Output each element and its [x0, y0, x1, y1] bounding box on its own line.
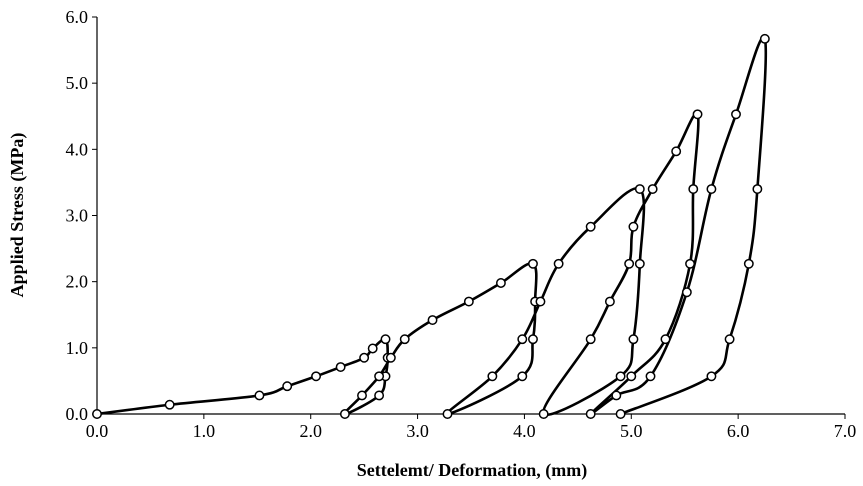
data-point-marker [724, 334, 735, 345]
axes-group: 0.0 1.0 2.0 3.0 4.0 5.0 6.0 7.0 0.0 1.0 2.0 3.0 4.0 5… [66, 7, 857, 441]
data-point-marker [628, 221, 639, 232]
data-point-marker [626, 371, 637, 382]
x-tick-label: 0.0 [86, 421, 109, 441]
data-point-marker [645, 371, 656, 382]
data-point-marker [517, 334, 528, 345]
data-point-marker [311, 371, 322, 382]
data-point-marker [357, 390, 367, 401]
data-point-marker [731, 109, 741, 120]
data-point-marker [339, 409, 350, 419]
data-point-marker [634, 258, 645, 269]
x-tick-label: 2.0 [299, 421, 322, 441]
data-point-marker [164, 399, 175, 410]
data-point-marker [442, 409, 453, 419]
data-point-marker [604, 296, 615, 307]
data-point-marker [463, 296, 474, 307]
x-axis-title: Settelemt/ Deformation, (mm) [357, 460, 587, 481]
data-point-marker [634, 184, 645, 194]
data-point-marker [385, 352, 396, 363]
y-tick-label: 1.0 [66, 338, 89, 358]
data-point-marker [706, 184, 717, 194]
data-point-marker [585, 409, 596, 419]
data-point-marker [359, 352, 370, 363]
x-tick-label: 4.0 [513, 421, 536, 441]
data-point-marker [380, 334, 391, 345]
data-point-marker [335, 362, 346, 372]
x-tick-label: 7.0 [834, 421, 857, 441]
y-tick-label: 5.0 [66, 73, 89, 93]
data-point-marker [660, 334, 671, 345]
data-point-marker [615, 371, 626, 382]
data-point-marker [624, 258, 635, 269]
data-point-marker [647, 184, 658, 194]
data-point-marker [538, 409, 549, 419]
data-point-marker [254, 390, 265, 401]
x-tick-label: 3.0 [406, 421, 429, 441]
data-point-marker [688, 184, 699, 194]
data-point-marker [427, 315, 438, 325]
data-point-marker [743, 258, 754, 269]
x-tick-label: 6.0 [727, 421, 750, 441]
data-point-marker [374, 371, 385, 382]
data-point-marker [487, 371, 498, 382]
data-point-marker [374, 390, 385, 401]
x-tick-label: 1.0 [193, 421, 216, 441]
data-point-marker [517, 371, 528, 382]
y-tick-label: 3.0 [66, 206, 89, 226]
series-line [95, 35, 768, 417]
y-tick-label: 6.0 [66, 7, 89, 27]
data-point-marker [681, 287, 692, 298]
data-point-marker [615, 409, 626, 419]
data-point-marker [495, 278, 506, 288]
data-point-marker [759, 33, 770, 44]
data-point-marker [671, 146, 682, 157]
data-point-marker [528, 258, 538, 269]
data-point-marker [399, 334, 410, 345]
data-point-marker [611, 390, 622, 401]
data-point-marker [528, 334, 538, 345]
y-axis-title: Applied Stress (MPa) [7, 133, 28, 298]
y-tick-label: 0.0 [66, 404, 89, 424]
x-tick-label: 5.0 [620, 421, 643, 441]
data-point-marker [706, 371, 717, 382]
data-point-marker [535, 296, 546, 307]
data-point-marker [585, 334, 596, 345]
data-point-marker [628, 334, 639, 345]
data-point-marker [752, 184, 763, 194]
data-point-marker [585, 221, 596, 232]
y-tick-label: 2.0 [66, 272, 89, 292]
data-point-marker [692, 109, 703, 120]
data-point-marker [553, 258, 564, 269]
data-point-marker [367, 343, 378, 354]
series-group [92, 33, 770, 419]
y-tick-label: 4.0 [66, 139, 89, 159]
data-point-marker [282, 381, 293, 392]
data-point-marker [685, 258, 696, 269]
data-point-marker [92, 409, 102, 419]
